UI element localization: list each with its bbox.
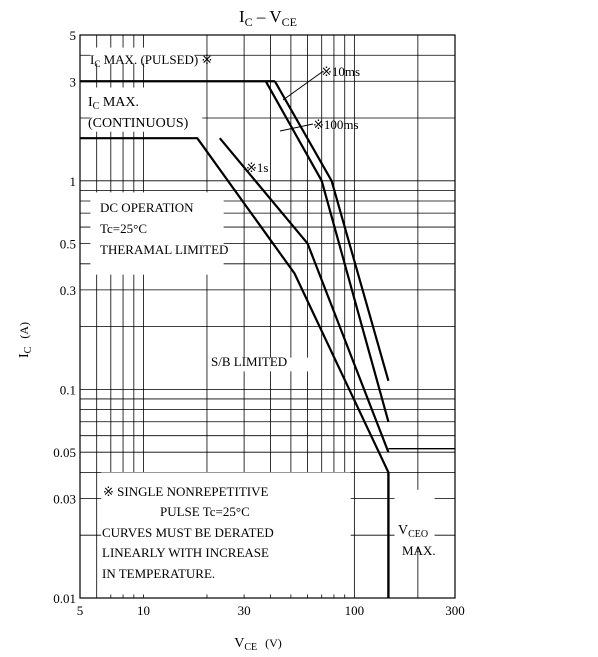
vceo-sub: CEO [408,529,428,540]
ic-cont-sub: C [93,101,100,112]
x-tick-label: 100 [345,603,365,618]
x-tick-label: 300 [445,603,465,618]
y-tick-label: 0.3 [60,283,76,298]
title-vce-sub: CE [282,15,297,29]
plot-frame [79,34,456,599]
title-ic-sub: C [245,15,253,29]
continuous-label-box [90,87,203,132]
curve-1s [218,137,390,453]
ic-pulsed-sub: C [94,59,100,69]
y-axis-label: IC (A) [17,322,34,358]
note-line-2: PULSE Tc=25°C [160,504,250,519]
title-sep: – [253,7,270,26]
dc-operation-label: DC OPERATION [100,200,194,215]
vceo-max-label: MAX. [402,543,436,558]
note-line-1: ※ SINGLE NONREPETITIVE [103,484,268,499]
x-label-v: V [234,636,244,651]
x-label-sub: CE [244,642,257,653]
dc-thermal-label: THERAMAL LIMITED [100,242,228,257]
curve-100ms [264,80,390,422]
y-tick-label: 0.5 [60,237,76,252]
note-line-5: IN TEMPERATURE. [102,566,215,581]
ic-pulsed-rest: MAX. (PULSED) ※ [100,52,212,67]
y-label-sub: C [23,346,34,353]
vceo-label-box [394,489,435,548]
label-10ms: ※10ms [321,64,360,79]
ic-continuous-label: IC MAX. [88,95,139,112]
x-label-unit: (V) [265,636,282,650]
note-box [101,472,351,595]
ic-continuous-label-2: (CONTINUOUS) [88,116,189,131]
ic-pulsed-i: I [90,52,94,67]
y-label-unit: (A) [17,322,31,339]
note-line-4: LINEARLY WITH INCREASE [102,545,269,560]
chart-title: IC – VCE [239,7,297,29]
arrow-10ms [282,71,323,101]
y-tick-labels: 0.01 0.03 0.05 0.1 0.3 0.5 1 3 5 [53,28,76,606]
x-tick-label: 30 [238,603,251,618]
pulsed-label-box [90,47,195,64]
y-tick-label: 1 [70,174,77,189]
x-tick-labels: 5 10 30 100 300 [77,603,465,618]
y-tick-label: 5 [70,28,77,43]
x-tick-label: 5 [77,603,84,618]
note-line-3: CURVES MUST BE DERATED [102,525,274,540]
sb-limited-label: S/B LIMITED [211,354,287,369]
label-1s: ※1s [246,160,268,175]
y-tick-label: 0.01 [53,591,76,606]
dc-label-box [90,192,224,275]
dc-tc-label: Tc=25°C [100,221,147,236]
x-tick-label: 10 [137,603,150,618]
label-100ms: ※100ms [313,117,359,132]
sb-label-box [231,357,317,372]
y-tick-label: 0.05 [53,445,76,460]
title-vce: V [269,7,282,26]
y-tick-label: 0.03 [53,491,76,506]
curve-10ms [273,80,390,382]
ic-cont-i: I [88,95,93,110]
plot-border [79,34,456,599]
title-ic: I [239,7,245,26]
vceo-label: VCEO [398,523,428,540]
ic-cont-rest: MAX. [99,95,139,110]
y-tick-label: 0.1 [60,382,76,397]
y-label-i: I [17,353,32,358]
curve-dc [80,137,390,473]
soa-curves [80,80,455,598]
vceo-v: V [398,523,408,538]
arrow-100ms [279,123,314,132]
y-tick-label: 3 [70,74,77,89]
x-axis-label: VCE (V) [234,636,282,653]
ic-pulsed-label: IC MAX. (PULSED) ※ [90,52,212,69]
